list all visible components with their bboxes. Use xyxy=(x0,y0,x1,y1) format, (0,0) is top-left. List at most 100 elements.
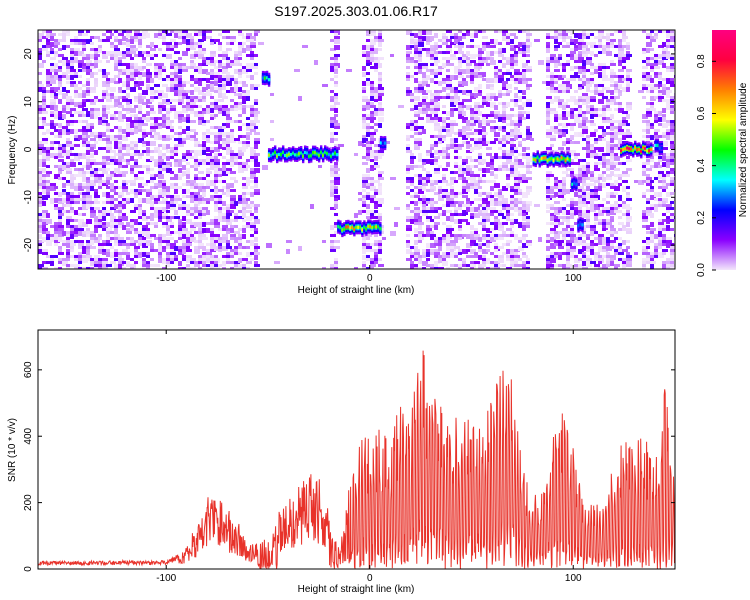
noise-cell xyxy=(250,153,256,158)
noise-cell xyxy=(590,66,596,69)
noise-cell xyxy=(178,96,182,99)
noise-cell xyxy=(50,51,54,54)
noise-cell xyxy=(70,75,74,80)
noise-cell xyxy=(210,261,214,264)
noise-cell xyxy=(74,120,78,123)
noise-cell xyxy=(618,222,624,225)
noise-cell xyxy=(194,186,198,189)
noise-cell xyxy=(610,228,616,231)
noise-cell xyxy=(374,99,378,102)
noise-cell xyxy=(46,240,52,245)
noise-cell xyxy=(146,117,150,122)
noise-cell xyxy=(550,84,554,89)
noise-cell xyxy=(214,132,218,135)
noise-cell xyxy=(550,195,556,198)
noise-cell xyxy=(158,183,162,188)
noise-cell xyxy=(118,204,124,209)
noise-cell xyxy=(490,159,494,164)
noise-cell xyxy=(234,267,240,269)
noise-cell xyxy=(426,234,432,237)
noise-cell xyxy=(190,213,194,216)
noise-cell xyxy=(198,81,202,86)
noise-cell xyxy=(142,210,146,215)
noise-cell xyxy=(194,246,198,251)
noise-cell xyxy=(486,201,492,204)
noise-cell xyxy=(434,252,440,257)
noise-cell xyxy=(166,231,172,236)
noise-cell xyxy=(134,129,138,134)
noise-cell xyxy=(242,195,246,198)
noise-cell xyxy=(414,240,418,245)
noise-cell xyxy=(50,255,56,258)
noise-cell xyxy=(414,255,418,258)
noise-cell xyxy=(230,120,234,123)
noise-cell xyxy=(166,201,170,206)
noise-cell xyxy=(98,120,102,125)
noise-cell xyxy=(310,204,314,209)
noise-cell xyxy=(626,51,630,56)
noise-cell xyxy=(442,150,448,153)
noise-cell xyxy=(86,156,90,159)
noise-cell xyxy=(54,243,58,246)
noise-cell xyxy=(490,39,496,44)
noise-cell xyxy=(114,168,120,173)
noise-cell xyxy=(158,207,162,210)
noise-cell xyxy=(102,192,108,197)
noise-cell xyxy=(482,120,486,125)
noise-cell xyxy=(102,201,108,204)
noise-cell xyxy=(106,180,110,185)
noise-cell xyxy=(162,258,168,261)
noise-cell xyxy=(38,150,44,155)
noise-cell xyxy=(406,180,410,183)
noise-cell xyxy=(250,159,254,162)
noise-cell xyxy=(450,111,454,114)
noise-cell xyxy=(82,69,88,72)
noise-cell xyxy=(150,186,154,189)
noise-cell xyxy=(178,198,182,201)
noise-cell xyxy=(574,237,580,240)
noise-cell xyxy=(546,75,550,78)
noise-cell xyxy=(166,264,170,267)
noise-cell xyxy=(226,138,232,143)
noise-cell xyxy=(618,141,624,144)
noise-cell xyxy=(170,99,174,102)
noise-cell xyxy=(62,177,66,180)
noise-cell xyxy=(618,39,624,42)
noise-cell xyxy=(450,180,454,185)
noise-cell xyxy=(126,153,132,156)
noise-cell xyxy=(118,51,122,56)
noise-cell xyxy=(426,150,432,155)
noise-cell xyxy=(410,153,414,156)
noise-cell xyxy=(90,159,96,162)
noise-cell xyxy=(378,42,382,47)
noise-cell xyxy=(602,51,608,54)
noise-cell xyxy=(602,132,606,137)
noise-cell xyxy=(490,78,496,83)
noise-cell xyxy=(118,192,124,197)
noise-cell xyxy=(210,195,214,200)
noise-cell xyxy=(86,111,92,114)
noise-cell xyxy=(550,258,556,263)
noise-cell xyxy=(378,213,382,216)
noise-cell xyxy=(50,132,54,135)
noise-cell xyxy=(138,129,144,132)
noise-cell xyxy=(362,117,368,120)
noise-cell xyxy=(362,108,366,111)
noise-cell xyxy=(142,150,146,153)
noise-cell xyxy=(482,222,486,225)
noise-cell xyxy=(454,51,460,54)
noise-cell xyxy=(482,135,486,138)
noise-cell xyxy=(462,183,466,186)
noise-cell xyxy=(202,96,206,99)
noise-cell xyxy=(102,216,106,221)
noise-cell xyxy=(158,252,162,255)
noise-cell xyxy=(414,63,418,66)
noise-cell xyxy=(70,69,76,72)
noise-cell xyxy=(114,60,120,63)
noise-cell xyxy=(478,63,484,66)
noise-cell xyxy=(470,120,474,123)
noise-cell xyxy=(526,258,530,261)
noise-cell xyxy=(170,198,176,201)
noise-cell xyxy=(442,51,448,54)
noise-cell xyxy=(486,141,490,144)
